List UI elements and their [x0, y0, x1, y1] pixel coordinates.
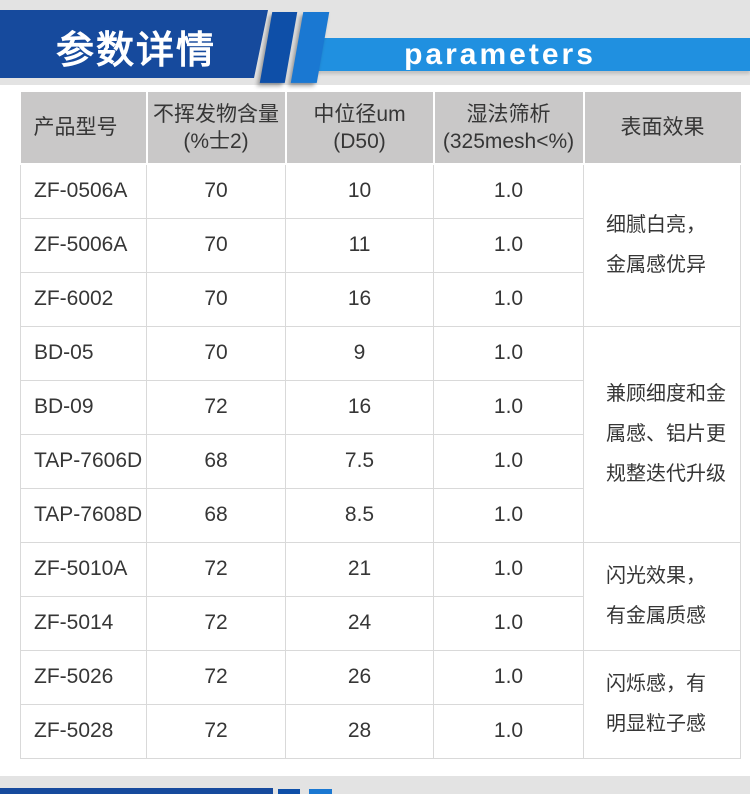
value-cell: 24 [285, 595, 434, 651]
value-cell: 72 [146, 541, 286, 597]
next-section-slash-decoration [309, 789, 332, 794]
value-cell: 70 [146, 217, 286, 273]
value-cell: 68 [146, 487, 286, 543]
table-header-row: 产品型号 不挥发物含量 (%士2) 中位径um (D50) 湿法筛析 (325mesh<%)… [20, 92, 741, 165]
next-section-banner-edge [0, 788, 273, 794]
value-cell: 1.0 [433, 487, 584, 543]
surface-effect-cell: 细腻白亮， 金属感优异 [583, 163, 741, 327]
value-cell: 1.0 [433, 271, 584, 327]
column-header: 产品型号 [20, 92, 148, 165]
section-title-en: parameters [404, 37, 596, 71]
table-row: ZF-6002 70 16 1.0 [20, 271, 741, 327]
value-cell: 21 [285, 541, 434, 597]
value-cell: 16 [285, 271, 434, 327]
value-cell: 1.0 [433, 595, 584, 651]
table-row: TAP-7606D 68 7.5 1.0 [20, 433, 741, 489]
model-cell: ZF-5026 [20, 649, 147, 705]
value-cell: 72 [146, 649, 286, 705]
value-cell: 1.0 [433, 163, 584, 219]
surface-effect-cell: 兼顾细度和金 属感、铝片更 规整迭代升级 [583, 325, 741, 543]
value-cell: 28 [285, 703, 434, 759]
value-cell: 1.0 [433, 325, 584, 381]
model-cell: TAP-7608D [20, 487, 147, 543]
column-header: 表面效果 [582, 92, 741, 165]
model-cell: ZF-5006A [20, 217, 147, 273]
model-cell: BD-09 [20, 379, 147, 435]
section-title-banner: 参数详情 [0, 10, 268, 78]
parameters-table: 产品型号 不挥发物含量 (%士2) 中位径um (D50) 湿法筛析 (325mesh<%)… [20, 92, 741, 759]
value-cell: 1.0 [433, 433, 584, 489]
column-header: 中位径um (D50) [284, 92, 435, 165]
surface-effect-cell: 闪烁感，有 明显粒子感 [583, 649, 741, 759]
table-body: ZF-0506A 70 10 1.0 细腻白亮， 金属感优异 ZF-5006A 70 11 1.0… [20, 163, 741, 759]
value-cell: 26 [285, 649, 434, 705]
model-cell: BD-05 [20, 325, 147, 381]
parameters-table-container: 产品型号 不挥发物含量 (%士2) 中位径um (D50) 湿法筛析 (325mesh<%)… [20, 92, 741, 759]
value-cell: 8.5 [285, 487, 434, 543]
value-cell: 7.5 [285, 433, 434, 489]
model-cell: ZF-0506A [20, 163, 147, 219]
value-cell: 1.0 [433, 649, 584, 705]
column-header: 湿法筛析 (325mesh<%) [432, 92, 585, 165]
model-cell: ZF-5014 [20, 595, 147, 651]
next-section-slash-decoration [278, 789, 300, 794]
surface-effect-cell: 闪光效果， 有金属质感 [583, 541, 741, 651]
value-cell: 9 [285, 325, 434, 381]
value-cell: 1.0 [433, 703, 584, 759]
value-cell: 72 [146, 703, 286, 759]
column-header: 不挥发物含量 (%士2) [145, 92, 287, 165]
value-cell: 10 [285, 163, 434, 219]
table-row: BD-05 70 9 1.0 兼顾细度和金 属感、铝片更 规整迭代升级 [20, 325, 741, 543]
value-cell: 1.0 [433, 379, 584, 435]
table-row: ZF-5010A 72 21 1.0 闪光效果， 有金属质感 [20, 541, 741, 651]
model-cell: ZF-6002 [20, 271, 147, 327]
table-row: ZF-0506A 70 10 1.0 细腻白亮， 金属感优异 [20, 163, 741, 327]
table-row: BD-09 72 16 1.0 [20, 379, 741, 435]
value-cell: 72 [146, 595, 286, 651]
value-cell: 1.0 [433, 217, 584, 273]
table-row: ZF-5028 72 28 1.0 [20, 703, 741, 759]
value-cell: 68 [146, 433, 286, 489]
model-cell: ZF-5010A [20, 541, 147, 597]
table-row: ZF-5026 72 26 1.0 闪烁感，有 明显粒子感 [20, 649, 741, 759]
section-subtitle-banner: parameters [300, 38, 750, 71]
model-cell: TAP-7606D [20, 433, 147, 489]
model-cell: ZF-5028 [20, 703, 147, 759]
section-title-zh: 参数详情 [56, 30, 217, 72]
value-cell: 72 [146, 379, 286, 435]
table-row: ZF-5014 72 24 1.0 [20, 595, 741, 651]
value-cell: 70 [146, 325, 286, 381]
value-cell: 1.0 [433, 541, 584, 597]
table-row: ZF-5006A 70 11 1.0 [20, 217, 741, 273]
value-cell: 70 [146, 271, 286, 327]
value-cell: 16 [285, 379, 434, 435]
value-cell: 70 [146, 163, 286, 219]
value-cell: 11 [285, 217, 434, 273]
